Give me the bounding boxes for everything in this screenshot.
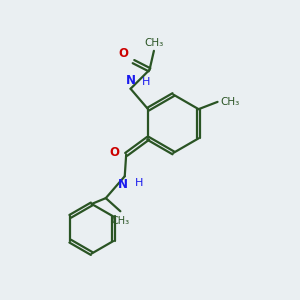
Text: N: N: [118, 178, 128, 191]
Text: CH₃: CH₃: [220, 97, 239, 107]
Text: O: O: [118, 47, 128, 60]
Text: CH₃: CH₃: [144, 38, 164, 49]
Text: O: O: [110, 146, 120, 159]
Text: H: H: [135, 178, 143, 188]
Text: N: N: [126, 74, 136, 87]
Text: H: H: [142, 77, 150, 87]
Text: CH₃: CH₃: [111, 216, 129, 226]
